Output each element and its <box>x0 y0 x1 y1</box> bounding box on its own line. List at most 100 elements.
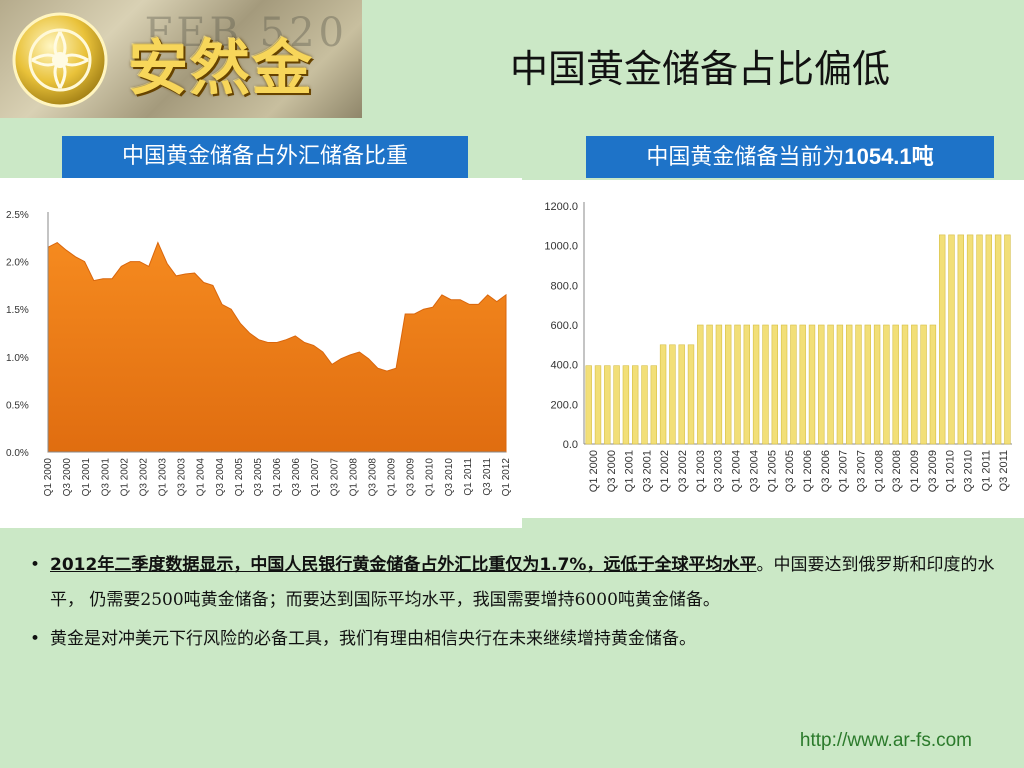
x-tick-label: Q1 2005 <box>766 450 778 492</box>
x-tick-label: Q3 2010 <box>962 450 974 492</box>
bar <box>706 324 713 445</box>
x-tick-label: Q3 2000 <box>606 450 618 492</box>
footer-url-link[interactable]: http://www.ar-fs.com <box>799 730 972 751</box>
y-tick-label: 1.0% <box>6 353 29 364</box>
x-tick-label: Q3 2002 <box>677 450 689 492</box>
x-tick-label: Q3 2004 <box>748 450 760 492</box>
bar <box>836 324 844 445</box>
bar <box>678 344 685 445</box>
bar-chart: 0.0 200.0 400.0 600.0 800.0 1000.0 1200.0 Q1 20… <box>544 201 1012 492</box>
x-tick-label: Q1 2000 <box>588 450 600 492</box>
bar <box>687 344 695 445</box>
area-series <box>47 241 507 453</box>
bar <box>771 324 778 445</box>
bullet-dot: • <box>30 629 41 649</box>
right-chart-label-value: 1054.1吨 <box>844 144 934 169</box>
bar <box>743 324 750 445</box>
bar <box>864 324 871 445</box>
bar <box>1004 234 1011 445</box>
x-tick-label: Q1 2007 <box>310 458 321 497</box>
y-tick-label: 0.5% <box>6 400 29 411</box>
bar <box>632 365 639 445</box>
x-tick-label: Q1 2001 <box>624 450 636 492</box>
x-tick-label: Q1 2001 <box>81 458 92 497</box>
bar <box>938 234 946 445</box>
bar <box>976 234 983 445</box>
bar <box>697 324 704 445</box>
x-tick-label: Q1 2002 <box>659 450 671 492</box>
bar <box>641 365 648 445</box>
x-tick-label: Q1 2010 <box>945 450 957 492</box>
x-tick-label: Q1 2012 <box>501 458 512 497</box>
right-chart-label: 中国黄金储备当前为1054.1吨 <box>586 136 994 178</box>
y-tick-label: 2.5% <box>6 210 29 221</box>
bar <box>994 234 1002 445</box>
x-tick-label: Q1 2008 <box>873 450 885 492</box>
x-tick-label: Q3 2000 <box>62 458 73 497</box>
bullet-emphasis: 2012年二季度数据显示，中国人民银行黄金储备占外汇比重仅为1.7%，远低于全球… <box>50 555 757 575</box>
bar <box>790 324 797 445</box>
x-tick-label: Q3 2002 <box>138 458 149 497</box>
x-tick-label: Q1 2005 <box>234 458 245 497</box>
bar <box>873 324 881 445</box>
bar <box>901 324 909 445</box>
x-tick-label: Q3 2004 <box>215 458 226 497</box>
bar <box>920 324 927 445</box>
area-chart: 0.0% 0.5% 1.0% 1.5% 2.0% 2.5% Q1 2000 Q3 2000 Q1… <box>6 210 512 497</box>
x-tick-label: Q1 2006 <box>272 458 283 497</box>
bar <box>957 234 964 445</box>
x-tick-label: Q1 2011 <box>463 458 474 496</box>
y-tick-label: 0.0 <box>563 439 578 451</box>
page-title: 中国黄金储备占比偏低 <box>510 47 891 91</box>
bar <box>604 365 611 445</box>
bar <box>613 365 620 445</box>
x-tick-label: Q1 2009 <box>387 458 398 497</box>
x-tick-label: Q3 2007 <box>855 450 867 492</box>
x-tick-label: Q3 2011 <box>482 458 493 496</box>
x-tick-label: Q3 2007 <box>329 458 340 497</box>
x-tick-label: Q1 2008 <box>348 458 359 497</box>
y-tick-label: 1.5% <box>6 305 29 316</box>
x-tick-label: Q3 2011 <box>998 450 1010 491</box>
x-tick-label: Q3 2003 <box>177 458 188 497</box>
bar <box>845 324 853 445</box>
y-tick-label: 0.0% <box>6 448 29 459</box>
bar <box>725 324 732 445</box>
y-tick-label: 600.0 <box>550 320 578 332</box>
bar <box>799 324 806 445</box>
y-tick-label: 800.0 <box>550 280 578 292</box>
bar <box>827 324 834 445</box>
bar <box>762 324 769 445</box>
y-tick-label: 200.0 <box>550 399 578 411</box>
x-tick-label: Q1 2007 <box>838 450 850 492</box>
x-tick-label: Q1 2004 <box>196 458 207 497</box>
y-tick-label: 1000.0 <box>544 241 578 253</box>
x-tick-label: Q3 2005 <box>253 458 264 497</box>
bar <box>966 234 974 445</box>
logo-banner: FEB 520 安然金融 <box>0 0 362 118</box>
bullet-text: 黄金是对冲美元下行风险的必备工具，我们有理由相信央行在未来继续增持黄金储备。 <box>50 629 696 649</box>
bullet-item: • 黄金是对冲美元下行风险的必备工具，我们有理由相信央行在未来继续增持黄金储备。 <box>30 622 1018 657</box>
x-tick-label: Q1 2000 <box>43 458 54 497</box>
y-tick-label: 400.0 <box>550 360 578 372</box>
bar <box>752 324 760 445</box>
x-tick-label: Q3 2001 <box>100 458 111 497</box>
x-tick-label: Q3 2001 <box>641 450 653 492</box>
bar <box>808 324 816 445</box>
bar <box>594 365 602 445</box>
bar <box>650 365 657 445</box>
x-tick-label: Q3 2008 <box>367 458 378 497</box>
bar <box>911 324 918 445</box>
bullet-dot: • <box>30 555 41 575</box>
y-tick-label: 1200.0 <box>544 201 578 213</box>
left-chart-label: 中国黄金储备占外汇储备比重 <box>62 136 468 178</box>
x-tick-label: Q3 2006 <box>291 458 302 497</box>
bar <box>985 234 992 445</box>
bar <box>929 324 937 445</box>
gold-coin-icon <box>12 12 108 108</box>
x-tick-label: Q3 2009 <box>927 450 939 492</box>
bullet-text: 。中国要达到俄罗斯和印度的水平， 仍需要2500吨黄金储备；而要达到国际平均水平… <box>50 555 995 610</box>
x-tick-label: Q1 2003 <box>695 450 707 492</box>
company-logo-text: 安然金融 <box>128 34 314 104</box>
area-chart-container: 0.0% 0.5% 1.0% 1.5% 2.0% 2.5% Q1 2000 Q3 2000 Q1… <box>0 178 522 528</box>
